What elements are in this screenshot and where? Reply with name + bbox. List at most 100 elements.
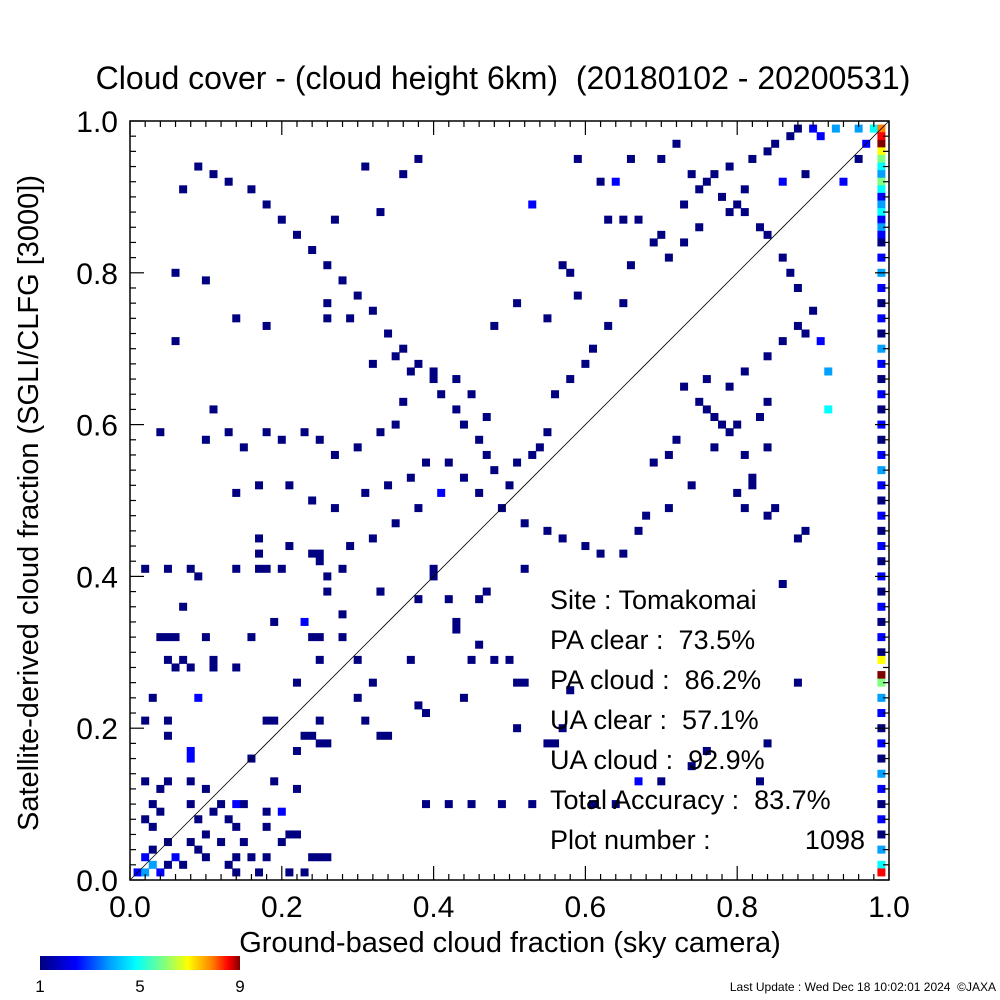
- data-cell: [209, 405, 218, 414]
- data-cell: [877, 511, 886, 520]
- data-cell: [664, 504, 673, 513]
- data-cell: [277, 215, 286, 224]
- data-cell: [740, 367, 749, 376]
- last-update-text: Last Update : Wed Dec 18 10:02:01 2024 ©…: [730, 980, 996, 994]
- data-cell: [877, 450, 886, 459]
- data-cell: [330, 215, 339, 224]
- data-cell: [755, 777, 764, 786]
- data-cell: [877, 800, 886, 809]
- data-cell: [277, 435, 286, 444]
- data-cell: [710, 413, 719, 422]
- data-cell: [353, 693, 362, 702]
- data-cell: [308, 549, 317, 558]
- data-cell: [277, 838, 286, 847]
- data-cell: [148, 693, 157, 702]
- data-cell: [528, 800, 537, 809]
- data-cell: [194, 845, 203, 854]
- data-cell: [194, 693, 203, 702]
- data-cell: [292, 784, 301, 793]
- data-cell: [702, 375, 711, 384]
- data-cell: [854, 154, 863, 163]
- axis-ticks: 0.00.0 0.2 0.2 0.4 0.4 0.6 0.6 0.8 0.8 1.0 1.0: [76, 106, 910, 924]
- y-tick-label: 0.4: [76, 561, 118, 594]
- stats-box: Site : Tomakomai PA clear : 73.5% PA clo…: [550, 585, 865, 855]
- data-cell: [877, 177, 886, 186]
- data-cell: [232, 822, 241, 831]
- y-tick-label: 0.0: [76, 865, 118, 898]
- data-cell: [877, 170, 886, 179]
- data-cell: [171, 663, 180, 672]
- data-cell: [725, 208, 734, 217]
- data-cell: [877, 359, 886, 368]
- data-cell: [156, 633, 165, 642]
- data-cell: [793, 124, 802, 133]
- data-cell: [232, 488, 241, 497]
- data-cell: [422, 800, 431, 809]
- data-cell: [702, 177, 711, 186]
- data-cell: [877, 693, 886, 702]
- data-cell: [186, 746, 195, 755]
- data-cell: [338, 633, 347, 642]
- data-cell: [482, 413, 491, 422]
- data-cell: [262, 807, 271, 816]
- data-cell: [277, 807, 286, 816]
- data-cell: [816, 132, 825, 141]
- data-cell: [201, 784, 210, 793]
- data-cell: [657, 154, 666, 163]
- colorbar-label-mid: 5: [135, 977, 144, 996]
- data-cell: [763, 397, 772, 406]
- data-cell: [338, 276, 347, 285]
- data-cell: [551, 390, 560, 399]
- data-cell: [558, 534, 567, 543]
- data-cell: [877, 139, 886, 148]
- data-cell: [437, 488, 446, 497]
- data-cell: [255, 564, 264, 573]
- data-cell: [626, 261, 635, 270]
- data-cell: [422, 458, 431, 467]
- data-cell: [368, 534, 377, 543]
- data-cell: [437, 390, 446, 399]
- data-cell: [323, 853, 332, 862]
- data-cell: [687, 481, 696, 490]
- data-cell: [148, 822, 157, 831]
- data-cell: [376, 587, 385, 596]
- x-tick-label: 0.6: [565, 891, 607, 924]
- data-cell: [778, 579, 787, 588]
- data-cell: [186, 800, 195, 809]
- data-cell: [391, 352, 400, 361]
- data-cell: [346, 314, 355, 323]
- data-cell: [171, 268, 180, 277]
- data-cell: [163, 860, 172, 869]
- data-cell: [300, 617, 309, 626]
- data-cell: [695, 397, 704, 406]
- data-cell: [186, 754, 195, 763]
- colorbar-label-max: 9: [235, 977, 244, 996]
- data-cell: [156, 784, 165, 793]
- data-cell: [535, 443, 544, 452]
- data-cell: [778, 253, 787, 262]
- data-cell: [186, 777, 195, 786]
- data-cell: [376, 731, 385, 740]
- data-cell: [315, 739, 324, 748]
- data-cell: [323, 314, 332, 323]
- data-cell: [831, 124, 840, 133]
- data-cell: [733, 488, 742, 497]
- data-cell: [748, 481, 757, 490]
- data-cell: [877, 542, 886, 551]
- stats-plot-number-value: 1098: [805, 825, 865, 855]
- data-cell: [513, 678, 522, 687]
- data-cell: [505, 655, 514, 664]
- data-cell: [141, 868, 150, 877]
- data-cell: [399, 344, 408, 353]
- data-cell: [232, 800, 241, 809]
- data-cell: [262, 200, 271, 209]
- data-cell: [315, 435, 324, 444]
- data-cell: [490, 655, 499, 664]
- data-cell: [877, 845, 886, 854]
- data-cell: [270, 617, 279, 626]
- data-cell: [877, 283, 886, 292]
- data-cell: [186, 663, 195, 672]
- data-cell: [680, 382, 689, 391]
- data-cell: [194, 572, 203, 581]
- data-cell: [255, 549, 264, 558]
